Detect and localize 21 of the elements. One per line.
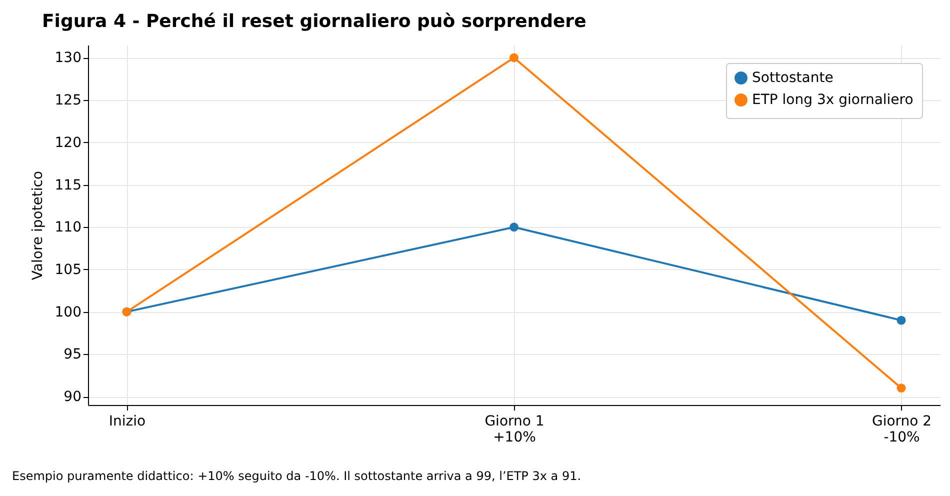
point	[510, 222, 518, 232]
x-tick-label: Inizio	[108, 414, 146, 430]
point	[510, 53, 518, 62]
y-tick-label: 95	[64, 346, 82, 363]
legend-label: ETP long 3x giornaliero	[752, 92, 914, 108]
chart-title: Figura 4 - Perché il reset giornaliero può sorprendere	[42, 11, 586, 32]
y-tick-label: 90	[64, 389, 82, 406]
legend-label: Sottostante	[752, 70, 834, 86]
y-tick-label: 115	[54, 177, 82, 194]
y-tick-label: 130	[54, 50, 82, 66]
y-tick-label: 120	[54, 134, 82, 151]
point	[896, 384, 906, 393]
y-tick-label: 110	[54, 220, 82, 236]
text: Esempio puramente didattico: +10% seguito da -10%. Il sottostante arriva a 99, l’ETP 3x a 91.	[12, 469, 582, 483]
y-axis-title: Valore ipotetico	[30, 170, 46, 280]
point	[896, 316, 906, 325]
x-tick-label: Giorno 2 -10%	[872, 414, 932, 446]
y-tick-label: 125	[54, 92, 82, 109]
x-tick-label: Giorno 1 +10%	[484, 414, 544, 446]
y-tick-label: 105	[54, 262, 82, 278]
y-tick-label: 100	[54, 304, 82, 320]
